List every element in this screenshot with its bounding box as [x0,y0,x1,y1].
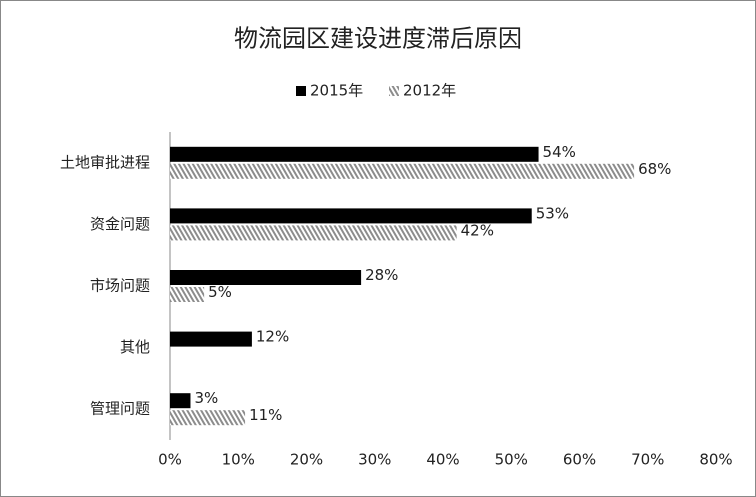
chart-title: 物流园区建设进度滞后原因 [234,25,522,53]
legend-swatch [389,86,399,96]
bar [170,287,205,302]
x-tick-label: 50% [495,451,528,469]
bar [170,208,532,224]
x-tick-label: 80% [699,451,732,469]
value-label: 42% [461,221,494,239]
legend-swatch [296,86,306,96]
legend-label: 2015年 [310,82,363,100]
bar [170,270,362,285]
bar [170,410,246,426]
x-tick-label: 70% [631,451,664,469]
y-tick-label: 土地审批进程 [60,153,150,171]
value-label: 54% [543,143,576,161]
y-tick-label: 市场问题 [90,277,150,295]
value-label: 53% [536,204,569,222]
bar [170,393,191,409]
bar [170,331,252,347]
bar [170,163,635,179]
x-tick-label: 10% [222,451,255,469]
x-tick-label: 30% [358,451,391,469]
bar [170,225,457,241]
x-tick-label: 0% [158,451,182,469]
value-label: 68% [638,160,671,178]
value-label: 11% [249,406,282,424]
y-tick-label: 管理问题 [90,400,150,418]
value-label: 28% [365,266,398,284]
x-tick-label: 20% [290,451,323,469]
y-tick-label: 其他 [120,338,150,356]
value-label: 12% [256,328,289,346]
value-label: 3% [194,389,218,407]
bar [170,146,539,162]
x-tick-label: 60% [563,451,596,469]
x-tick-label: 40% [426,451,459,469]
y-tick-label: 资金问题 [90,215,150,233]
legend-label: 2012年 [403,82,456,100]
value-label: 5% [208,283,232,301]
